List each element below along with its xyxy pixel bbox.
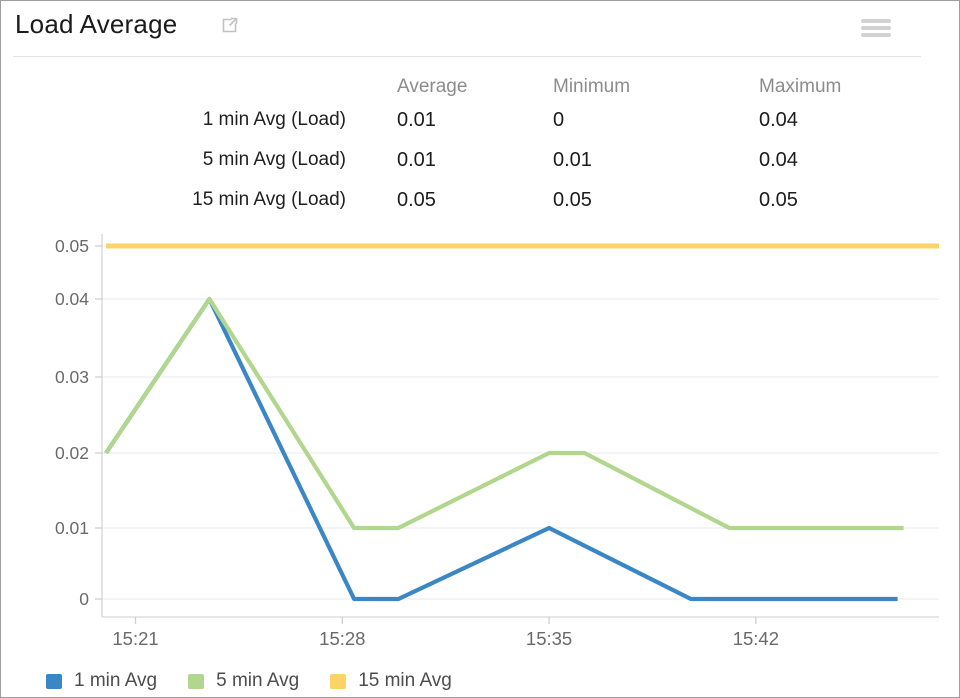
- stat-value: 0.04: [759, 148, 798, 171]
- menu-bar: [861, 33, 891, 37]
- svg-text:15:35: 15:35: [526, 628, 572, 649]
- menu-bar: [861, 19, 891, 23]
- header-divider: [13, 56, 921, 57]
- stat-value: 0.01: [397, 108, 436, 131]
- legend-label: 15 min Avg: [358, 670, 452, 691]
- series-line-5-min-avg[interactable]: [104, 296, 904, 531]
- stat-value: 0.01: [397, 148, 436, 171]
- column-header-maximum: Maximum: [759, 75, 842, 97]
- stat-value: 0.04: [759, 108, 798, 131]
- column-header-minimum: Minimum: [553, 75, 631, 97]
- svg-text:0.03: 0.03: [55, 367, 89, 387]
- svg-text:0.02: 0.02: [55, 443, 89, 463]
- table-row: 5 min Avg (Load) 0.01 0.01 0.04: [1, 140, 959, 180]
- legend-swatch: [330, 673, 347, 689]
- widget-title: Load Average: [15, 9, 178, 39]
- chart-legend: 1 min Avg 5 min Avg 15 min Avg: [46, 670, 452, 692]
- legend-swatch: [46, 673, 62, 689]
- column-header-average: Average: [397, 75, 468, 97]
- svg-text:0.05: 0.05: [55, 236, 89, 256]
- x-axis-labels: 15:21 15:28 15:35 15:42: [112, 617, 779, 649]
- axes: [101, 234, 939, 618]
- y-axis-labels: 0 0.01 0.02 0.03 0.04 0.05: [55, 236, 102, 609]
- stat-value: 0.05: [397, 188, 436, 211]
- table-row: 1 min Avg (Load) 0.01 0 0.04: [1, 100, 959, 140]
- row-label: 15 min Avg (Load): [192, 189, 346, 210]
- stat-value: 0.01: [553, 148, 592, 171]
- svg-text:0: 0: [79, 589, 89, 609]
- svg-text:0.04: 0.04: [55, 289, 89, 309]
- grid-lines: [102, 245, 939, 600]
- legend-item-5-min-avg[interactable]: 5 min Avg: [188, 670, 299, 692]
- stat-value: 0: [553, 108, 565, 131]
- svg-text:15:28: 15:28: [319, 628, 365, 649]
- table-row: 15 min Avg (Load) 0.05 0.05 0.05: [1, 180, 959, 220]
- row-label: 1 min Avg (Load): [202, 109, 346, 130]
- menu-bar: [861, 26, 891, 30]
- svg-text:0.01: 0.01: [55, 518, 89, 538]
- series-line-1-min-avg[interactable]: [104, 296, 898, 602]
- legend-item-1-min-avg[interactable]: 1 min Avg: [46, 670, 157, 692]
- legend-label: 5 min Avg: [216, 670, 300, 691]
- legend-item-15-min-avg[interactable]: 15 min Avg: [330, 670, 452, 692]
- load-average-chart[interactable]: 0 0.01 0.02 0.03 0.04 0.05 15:21 15:28 15:35 15:4…: [1, 231, 960, 656]
- stats-header-row: Average Minimum Maximum: [1, 73, 959, 100]
- stats-table: Average Minimum Maximum 1 min Avg (Load)…: [1, 73, 959, 220]
- svg-text:15:21: 15:21: [112, 628, 158, 649]
- legend-label: 1 min Avg: [74, 670, 158, 691]
- hamburger-menu-icon[interactable]: [859, 17, 893, 39]
- row-label: 5 min Avg (Load): [202, 149, 346, 170]
- external-link-icon[interactable]: [219, 15, 240, 36]
- stat-value: 0.05: [759, 188, 798, 211]
- svg-text:15:42: 15:42: [733, 628, 779, 649]
- legend-swatch: [188, 673, 205, 689]
- stat-value: 0.05: [553, 188, 592, 211]
- widget-header: Load Average: [1, 1, 959, 56]
